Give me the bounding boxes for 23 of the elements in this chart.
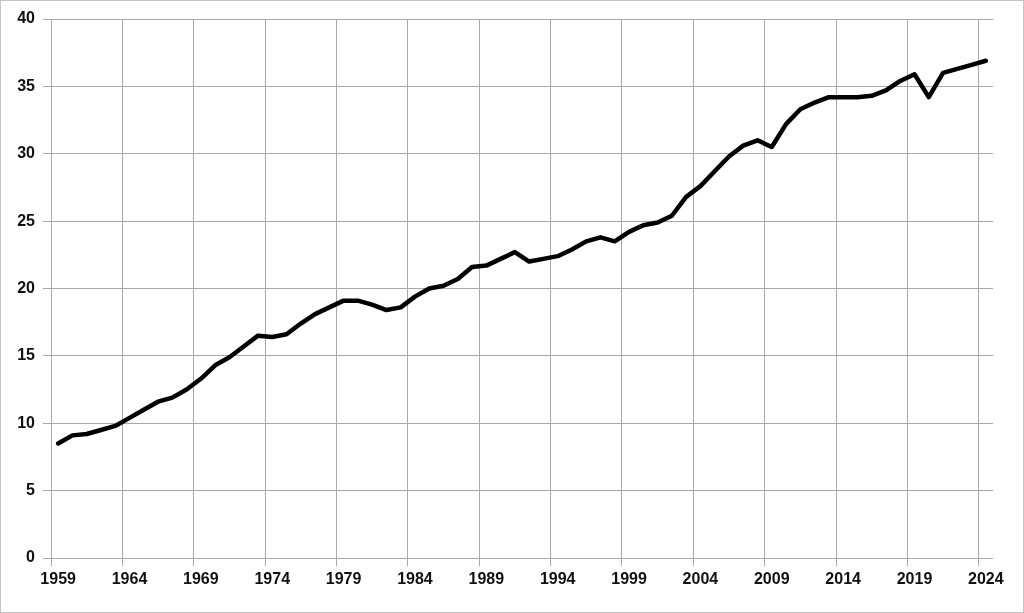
- y-tick-label: 0: [26, 548, 36, 566]
- x-tick-label: 2019: [896, 570, 933, 588]
- y-tick-label: 15: [17, 346, 36, 364]
- x-tick-label: 2009: [753, 570, 790, 588]
- x-tick-label: 1989: [468, 570, 505, 588]
- y-tick-label: 40: [17, 9, 36, 27]
- x-tick-label: 1969: [183, 570, 219, 588]
- x-tick-label: 1984: [397, 570, 433, 588]
- x-tick-label: 2004: [682, 570, 719, 588]
- x-tick-label: 1979: [325, 570, 362, 588]
- y-tick-label: 20: [17, 278, 36, 296]
- x-tick-label: 2014: [825, 570, 862, 588]
- x-tick-label: 1959: [40, 570, 77, 588]
- x-tick-label: 2024: [968, 570, 1004, 588]
- y-tick-label: 25: [17, 211, 36, 229]
- y-tick-label: 10: [17, 413, 36, 431]
- x-tick-label: 1994: [539, 570, 576, 588]
- y-tick-label: 5: [26, 481, 36, 499]
- x-tick-label: 1964: [111, 570, 148, 588]
- y-tick-label: 30: [17, 144, 36, 162]
- y-tick-label: 35: [17, 76, 36, 94]
- x-tick-label: 1974: [254, 570, 291, 588]
- x-tick-label: 1999: [611, 570, 647, 588]
